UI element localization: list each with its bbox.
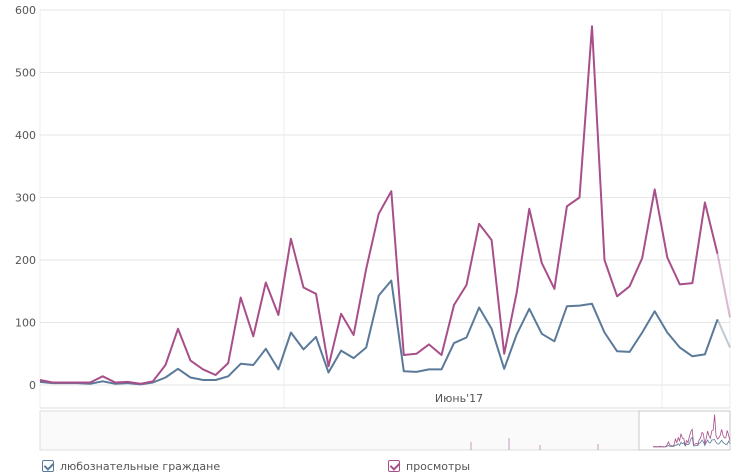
y-axis-ticks: 0 100 200 300 400 500 600 bbox=[15, 4, 36, 392]
legend-label: любознательные граждане bbox=[60, 459, 221, 472]
series-line-partial bbox=[716, 253, 731, 318]
x-axis: Июнь'17 bbox=[40, 392, 730, 409]
range-navigator[interactable] bbox=[39, 410, 731, 451]
legend-label: просмотры bbox=[406, 459, 471, 472]
y-tick-label: 400 bbox=[15, 129, 36, 142]
y-tick-label: 500 bbox=[15, 67, 36, 80]
series-line-partial bbox=[716, 318, 731, 348]
series-line bbox=[39, 279, 719, 386]
checkbox-icon[interactable] bbox=[42, 460, 54, 472]
x-tick-label: Июнь'17 bbox=[435, 392, 483, 405]
y-tick-label: 0 bbox=[29, 379, 36, 392]
y-tick-label: 300 bbox=[15, 192, 36, 205]
grid bbox=[39, 9, 731, 408]
legend-item-views[interactable]: просмотры bbox=[388, 458, 470, 472]
navigator-frame bbox=[39, 410, 731, 451]
navigator-series-line bbox=[652, 414, 731, 448]
legend-item-visitors[interactable]: любознательные граждане bbox=[42, 458, 220, 472]
y-tick-label: 200 bbox=[15, 254, 36, 267]
series-lines bbox=[39, 25, 731, 386]
checkbox-icon[interactable] bbox=[388, 460, 400, 472]
y-tick-label: 100 bbox=[15, 317, 36, 330]
series-line bbox=[39, 25, 719, 385]
y-tick-label: 600 bbox=[15, 4, 36, 17]
